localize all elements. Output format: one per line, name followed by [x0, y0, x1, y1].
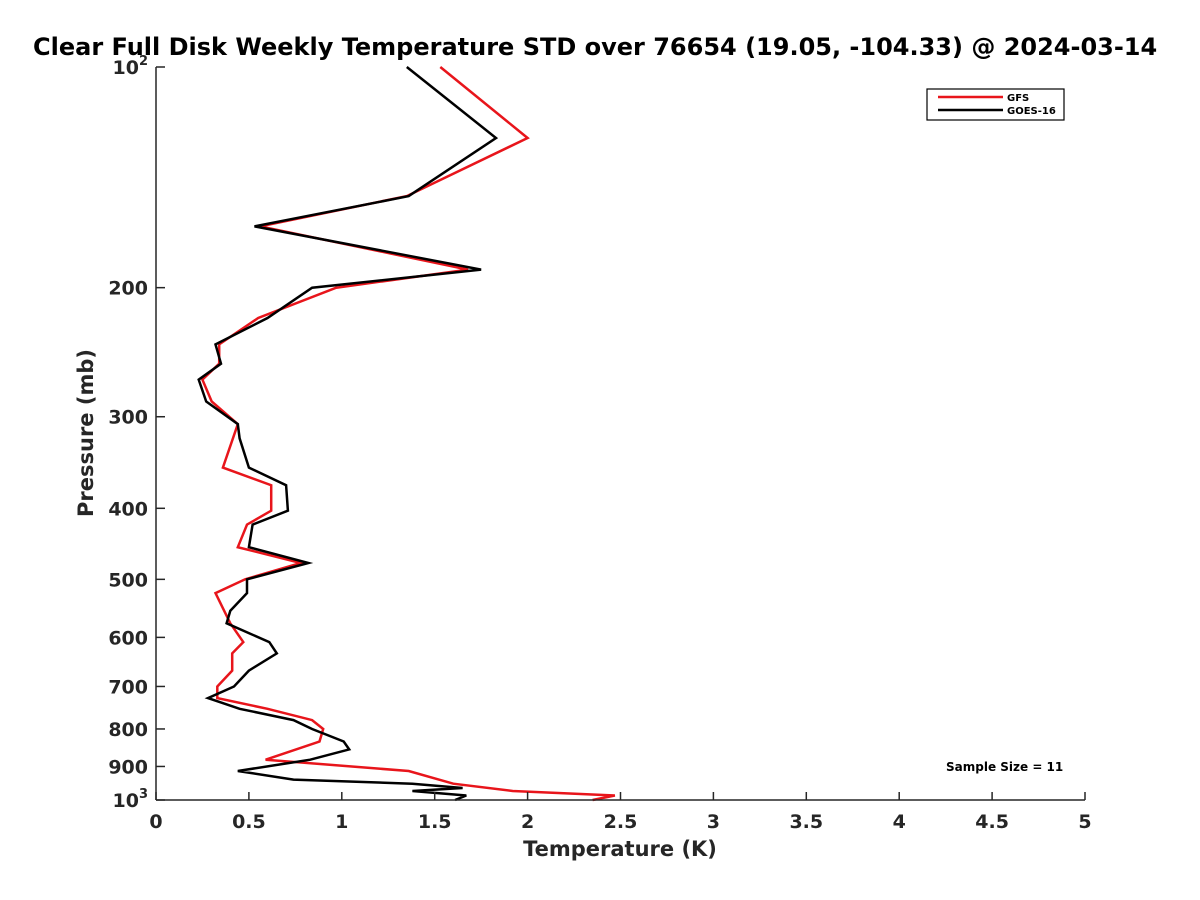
y-axis-label: Pressure (mb) [74, 349, 98, 517]
y-tick-label: 700 [108, 676, 148, 698]
y-tick-label: 500 [108, 569, 148, 591]
plot-area: 0 0.5 1 1.5 2 2.5 3 3.5 4 4.5 5 102 200 300 400 500 600… [108, 54, 1091, 833]
x-tick-label: 2.5 [604, 811, 638, 833]
x-tick-label: 0 [149, 811, 162, 833]
series-line-goes16 [197, 66, 499, 802]
series-line-gfs [200, 66, 616, 802]
x-tick-label: 2 [521, 811, 534, 833]
y-tick-label: 300 [108, 407, 148, 429]
x-tick-label: 0.5 [232, 811, 266, 833]
x-tick-label: 3 [707, 811, 720, 833]
y-tick-label: 600 [108, 627, 148, 649]
series-layer [197, 66, 616, 802]
x-ticks: 0 0.5 1 1.5 2 2.5 3 3.5 4 4.5 5 [149, 792, 1092, 833]
legend-label-goes16: GOES-16 [1007, 106, 1056, 117]
x-tick-label: 1.5 [418, 811, 452, 833]
legend-label-gfs: GFS [1007, 93, 1029, 104]
y-tick-label: 200 [108, 278, 148, 300]
y-tick-label: 103 [113, 787, 149, 812]
x-tick-label: 1 [335, 811, 348, 833]
x-tick-label: 4 [893, 811, 906, 833]
y-ticks: 102 200 300 400 500 600 700 800 900 103 [108, 54, 165, 812]
legend-box [926, 88, 1065, 121]
y-tick-label: 400 [108, 498, 148, 520]
sample-size-annotation: Sample Size = 11 [946, 760, 1063, 774]
chart-title: Clear Full Disk Weekly Temperature STD o… [33, 33, 1157, 61]
y-tick-label: 102 [113, 54, 149, 79]
x-tick-label: 3.5 [789, 811, 823, 833]
x-tick-label: 5 [1078, 811, 1091, 833]
y-tick-label: 800 [108, 719, 148, 741]
x-tick-label: 4.5 [975, 811, 1009, 833]
y-tick-label: 900 [108, 756, 148, 778]
x-axis-label: Temperature (K) [523, 837, 717, 861]
legend: GFS GOES-16 [926, 88, 1065, 121]
